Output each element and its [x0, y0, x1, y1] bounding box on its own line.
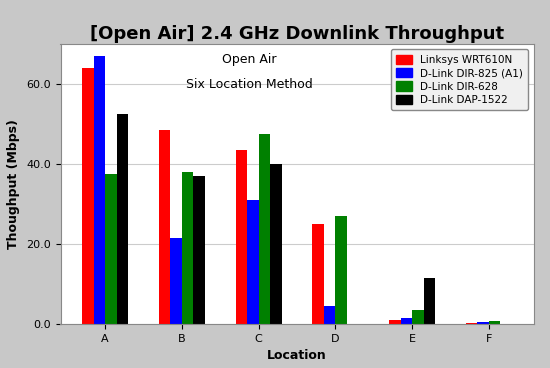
Bar: [235, 150, 247, 324]
Bar: [389, 320, 400, 324]
Y-axis label: Thoughput (Mbps): Thoughput (Mbps): [8, 119, 20, 249]
Bar: [182, 172, 194, 324]
Bar: [312, 224, 324, 324]
Legend: Linksys WRT610N, D-Link DIR-825 (A1), D-Link DIR-628, D-Link DAP-1522: Linksys WRT610N, D-Link DIR-825 (A1), D-…: [391, 49, 529, 110]
Bar: [170, 238, 182, 324]
Bar: [477, 322, 489, 324]
Bar: [105, 174, 117, 324]
Bar: [258, 134, 270, 324]
X-axis label: Location: Location: [267, 349, 327, 362]
Text: Six Location Method: Six Location Method: [186, 78, 313, 91]
Bar: [82, 68, 94, 324]
Bar: [94, 56, 105, 324]
Bar: [159, 130, 170, 324]
Bar: [466, 323, 477, 324]
Bar: [247, 200, 258, 324]
Bar: [336, 216, 347, 324]
Bar: [194, 176, 205, 324]
Bar: [324, 306, 336, 324]
Bar: [400, 318, 412, 324]
Bar: [424, 278, 435, 324]
Bar: [489, 321, 500, 324]
Bar: [270, 164, 282, 324]
Bar: [117, 114, 128, 324]
Text: Open Air: Open Air: [222, 53, 277, 66]
Title: [Open Air] 2.4 GHz Downlink Throughput: [Open Air] 2.4 GHz Downlink Throughput: [90, 25, 504, 43]
Bar: [412, 310, 424, 324]
